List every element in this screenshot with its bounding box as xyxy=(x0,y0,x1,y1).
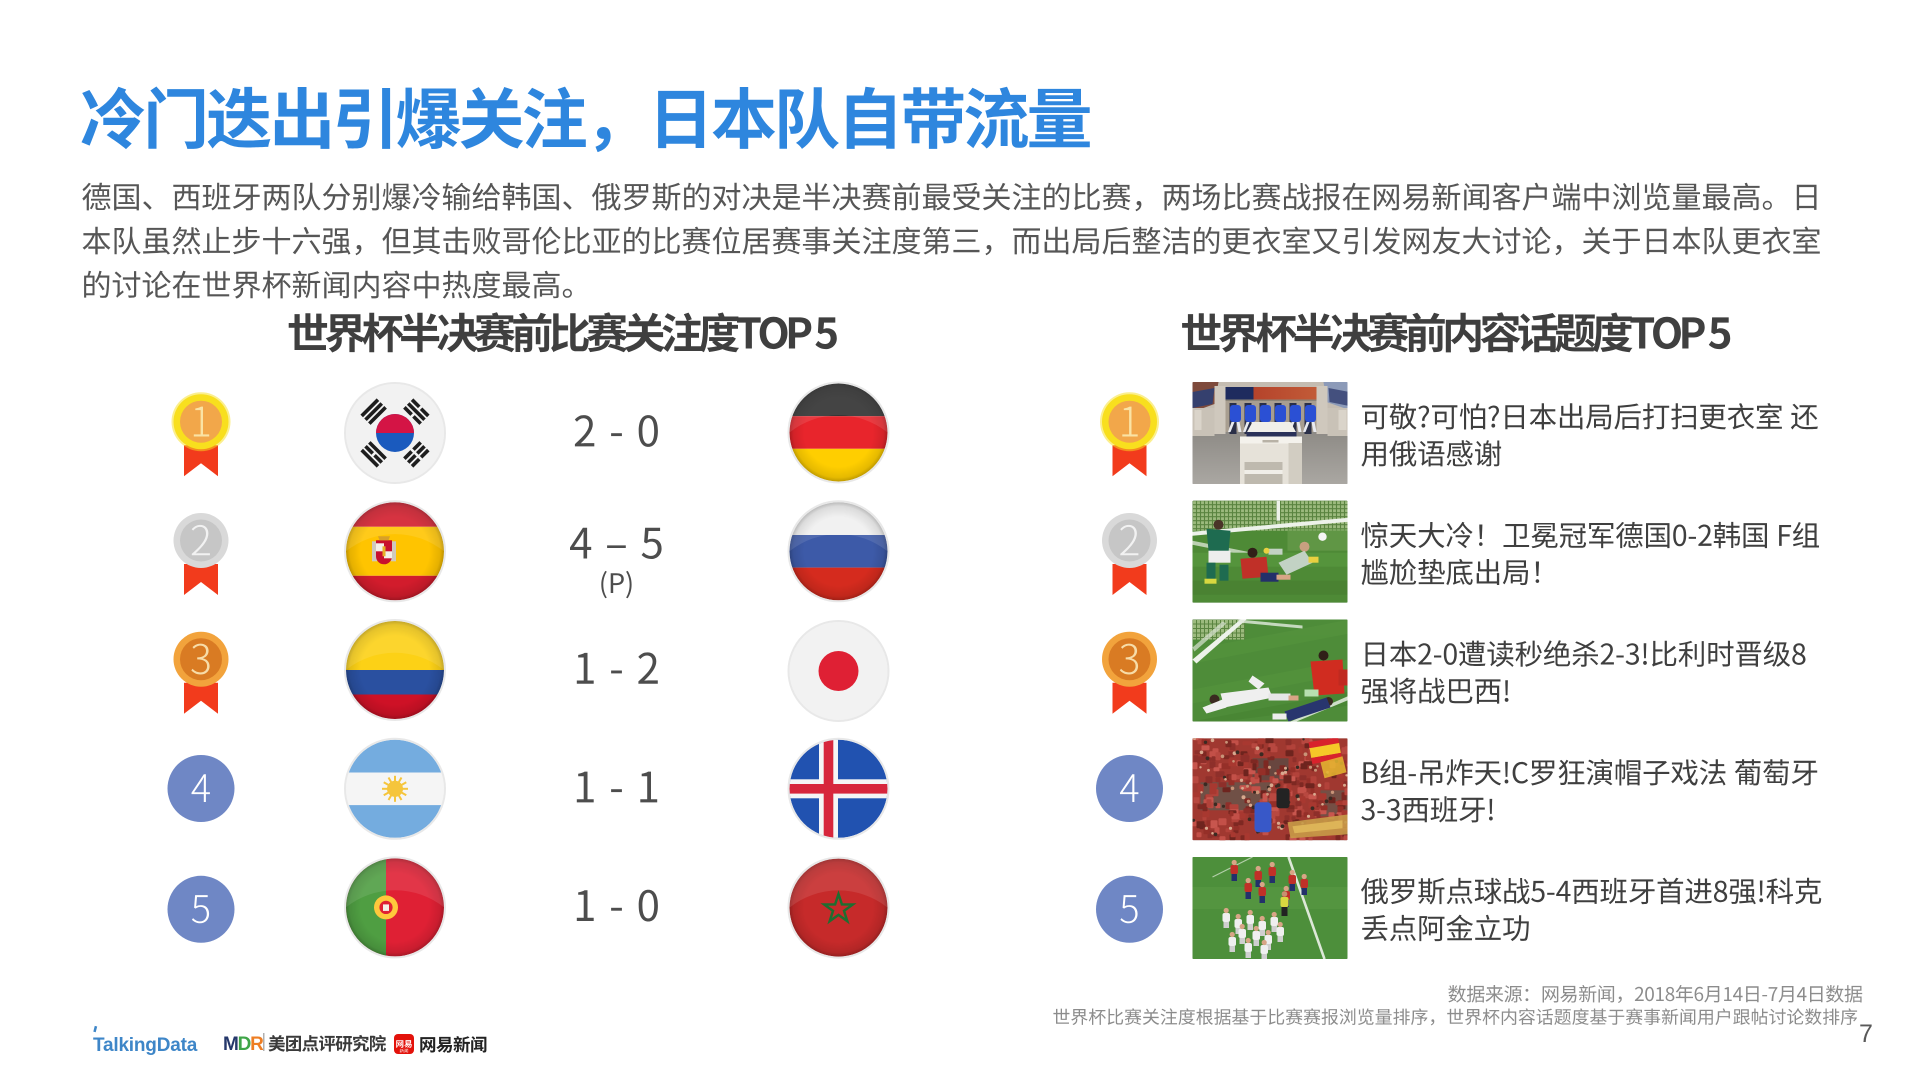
svg-text:TalkingData: TalkingData xyxy=(93,1035,198,1056)
svg-text:MDR: MDR xyxy=(223,1034,264,1055)
svg-text:7: 7 xyxy=(1859,1020,1873,1048)
